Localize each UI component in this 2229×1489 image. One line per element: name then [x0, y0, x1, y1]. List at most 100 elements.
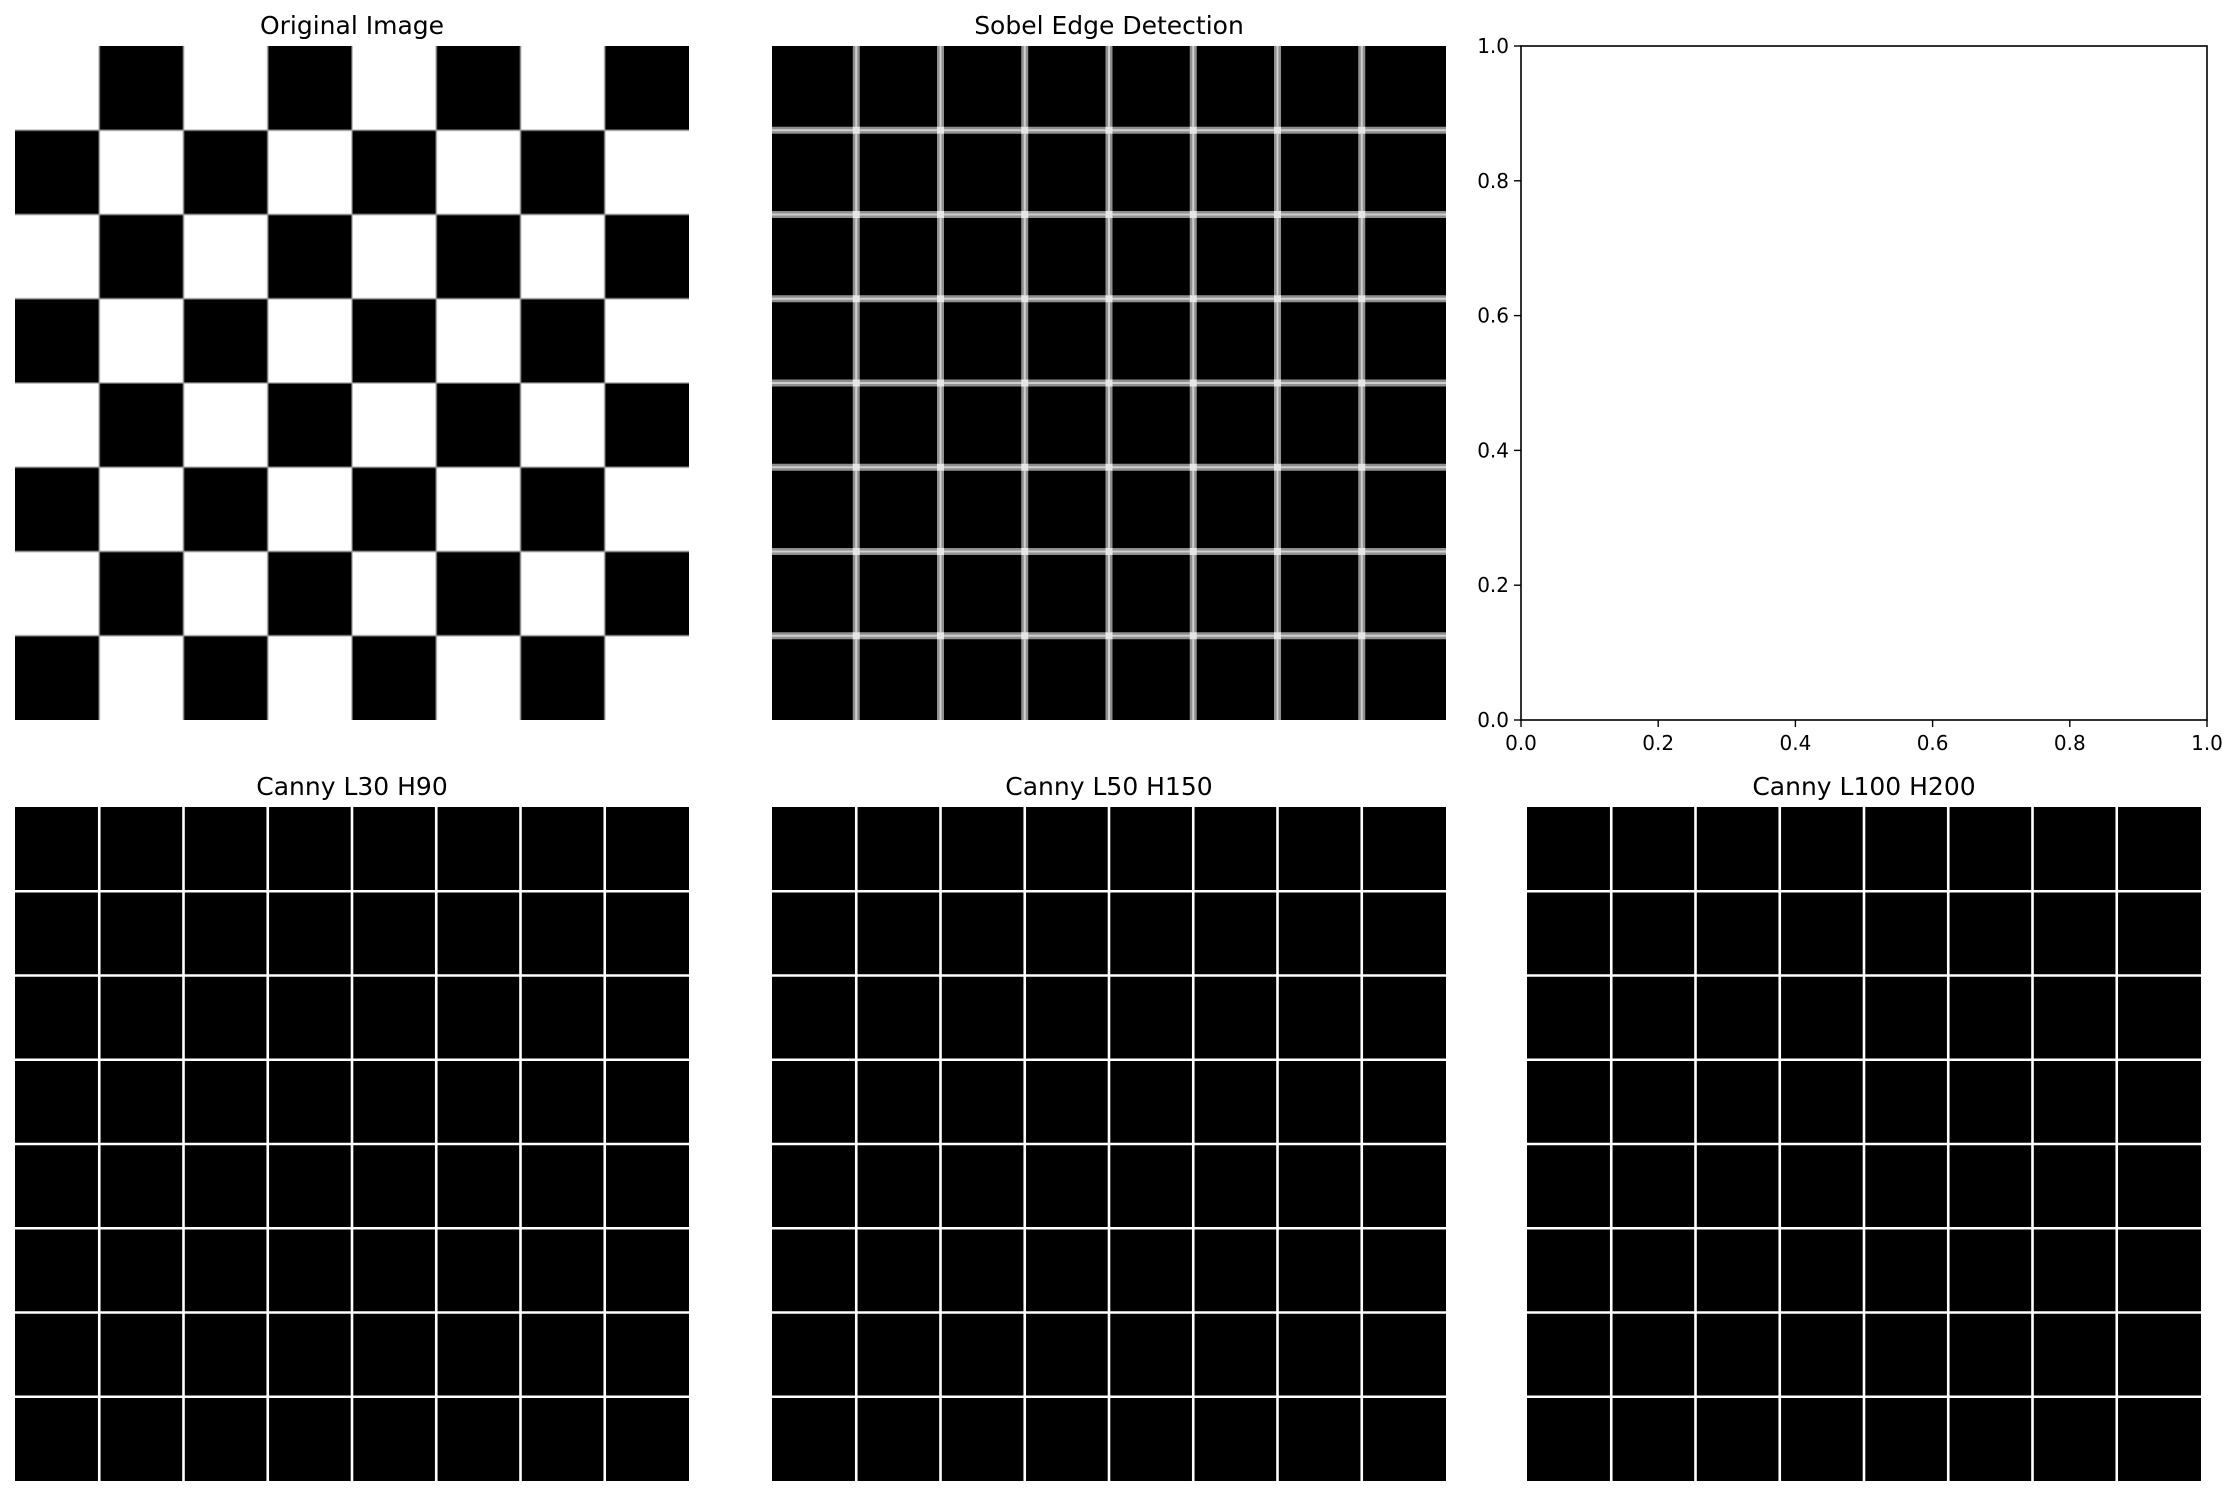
edge-junction — [1189, 548, 1197, 555]
edge-junction — [1274, 632, 1281, 640]
checker-cell — [183, 467, 268, 552]
checker-cell — [99, 46, 184, 131]
edge-junction — [937, 632, 944, 640]
edge-junction — [852, 632, 860, 640]
checker-cell — [436, 46, 521, 131]
panel-canny-30-90: Canny L30 H90 — [15, 772, 689, 1481]
x-tick-label: 0.2 — [1642, 731, 1674, 755]
edge-junction — [1021, 211, 1029, 218]
x-tick-label: 0.6 — [1917, 731, 1949, 755]
checker-cell — [436, 214, 521, 299]
edge-junction — [1358, 126, 1366, 134]
edge-junction — [1358, 211, 1366, 218]
x-axis: 0.0 0.2 0.4 0.6 0.8 1.0 — [1505, 720, 2223, 755]
x-tick-label: 0.8 — [2054, 731, 2086, 755]
checker-cell — [267, 551, 352, 636]
checker-cell — [267, 214, 352, 299]
edge-junction — [852, 211, 860, 218]
edge-junction — [1358, 632, 1366, 640]
panel-canny-100-200: Canny L100 H200 — [1527, 772, 2201, 1481]
edge-junction — [937, 211, 944, 218]
checker-cell — [436, 551, 521, 636]
checker-cell — [15, 298, 100, 383]
edge-junction — [937, 295, 944, 303]
checker-cell — [15, 467, 100, 552]
checker-cell — [520, 467, 605, 552]
axes-frame — [1520, 45, 2208, 721]
checker-cell — [15, 635, 100, 720]
edge-junction — [1021, 379, 1029, 387]
checker-cell — [99, 214, 184, 299]
y-tick-label: 0.8 — [1477, 169, 1509, 193]
checker-cell — [520, 635, 605, 720]
y-tick-label: 0.6 — [1477, 304, 1509, 328]
edge-junction — [1105, 211, 1113, 218]
edge-junction — [1105, 379, 1113, 387]
checker-cell — [15, 130, 100, 215]
checker-cell — [604, 46, 689, 131]
edge-junction — [1274, 211, 1281, 218]
edge-junction — [937, 126, 944, 134]
x-tick-label: 0.0 — [1505, 731, 1537, 755]
x-tick-label: 0.4 — [1779, 731, 1811, 755]
edge-junction — [1358, 295, 1366, 303]
checker-cell — [267, 383, 352, 468]
y-tick-label: 0.2 — [1477, 573, 1509, 597]
edge-junction — [1105, 632, 1113, 640]
checker-cell — [99, 551, 184, 636]
edge-junction — [1189, 632, 1197, 640]
image-canny-100-200 — [1527, 807, 2201, 1481]
panel-empty-axes: 0.0 0.2 0.4 0.6 0.8 1.0 0.0 0.2 0.4 0.6 0.8 1.0 — [1477, 34, 2223, 755]
edge-junction — [1358, 548, 1366, 555]
checker-cell — [352, 467, 437, 552]
edge-junction — [1274, 379, 1281, 387]
panel-original: Original Image — [15, 11, 689, 720]
edge-junction — [937, 379, 944, 387]
checker-cell — [99, 383, 184, 468]
edge-junction — [937, 548, 944, 555]
edge-junction — [1021, 463, 1029, 471]
checker-cell — [183, 130, 268, 215]
edge-junction — [1358, 463, 1366, 471]
checker-cell — [604, 551, 689, 636]
edge-junction — [1358, 379, 1366, 387]
edge-junction — [1274, 295, 1281, 303]
x-tick-label: 1.0 — [2191, 731, 2223, 755]
checker-cell — [436, 383, 521, 468]
checker-cell — [520, 298, 605, 383]
edge-junction — [1105, 463, 1113, 471]
edge-junction — [1189, 379, 1197, 387]
edge-junction — [852, 463, 860, 471]
checker-cell — [352, 635, 437, 720]
panel-canny-50-150: Canny L50 H150 — [772, 772, 1446, 1481]
checker-cell — [604, 214, 689, 299]
edge-junction — [1189, 211, 1197, 218]
edge-junction — [1189, 126, 1197, 134]
image-canny-50-150 — [772, 807, 1446, 1481]
panel-title-canny-30-90: Canny L30 H90 — [256, 772, 448, 801]
y-tick-label: 0.0 — [1477, 708, 1509, 732]
checker-cell — [183, 635, 268, 720]
y-tick-label: 0.4 — [1477, 438, 1509, 462]
panel-title-sobel: Sobel Edge Detection — [974, 11, 1244, 40]
edge-junction — [1274, 548, 1281, 555]
edge-junction — [1189, 295, 1197, 303]
edge-junction — [1021, 632, 1029, 640]
checker-cell — [520, 130, 605, 215]
edge-junction — [1021, 126, 1029, 134]
edge-junction — [852, 295, 860, 303]
image-sobel — [772, 46, 1446, 720]
edge-junction — [852, 126, 860, 134]
image-canny-30-90 — [15, 807, 689, 1481]
edge-junction — [1105, 126, 1113, 134]
panel-sobel: Sobel Edge Detection — [772, 11, 1446, 720]
edge-junction — [1105, 548, 1113, 555]
checker-cell — [183, 298, 268, 383]
checker-cell — [352, 298, 437, 383]
edge-junction — [1021, 295, 1029, 303]
panel-title-canny-50-150: Canny L50 H150 — [1005, 772, 1212, 801]
edge-junction — [852, 548, 860, 555]
panel-title-original: Original Image — [260, 11, 444, 40]
edge-junction — [1274, 126, 1281, 134]
